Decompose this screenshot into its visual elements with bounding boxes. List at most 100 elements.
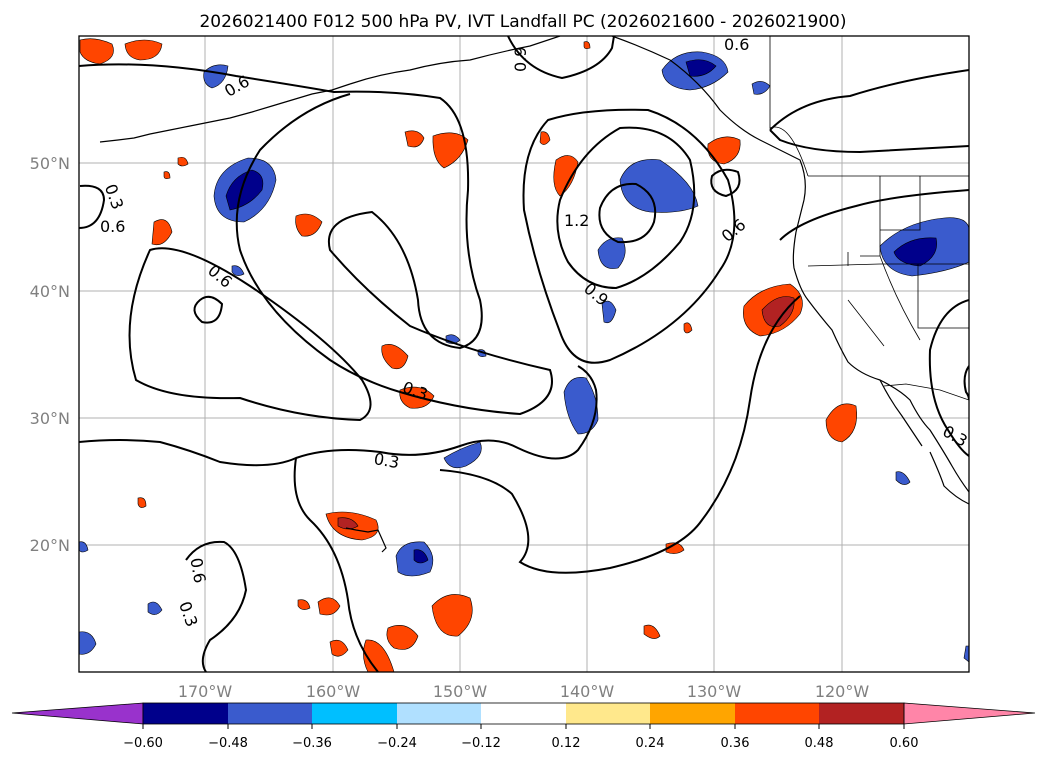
pv-contour [556, 126, 696, 290]
pv-contour [710, 168, 741, 198]
negative-blob [597, 237, 626, 269]
positive-blob-core [337, 517, 359, 530]
positive-blob [79, 38, 114, 65]
pv-contour [79, 63, 553, 416]
pv-contour [507, 36, 615, 80]
negative-blob [147, 601, 163, 615]
positive-blob [825, 403, 857, 443]
colorbar-segment [819, 703, 904, 724]
border-state [847, 252, 885, 347]
map-frame [78, 35, 970, 673]
colorbar-tick-label: 0.12 [552, 736, 581, 751]
colorbar-frame [142, 702, 905, 725]
positive-blob [707, 136, 741, 165]
coastline-aleutians [99, 83, 351, 143]
colorbar-tick-label: −0.48 [208, 736, 248, 751]
positive-blob [683, 322, 693, 334]
positive-blob [124, 39, 163, 61]
lon-tick-label: 170°W [178, 682, 233, 701]
positive-blob [643, 624, 661, 639]
negative-blob [231, 265, 245, 276]
contour-label: 0.6 [100, 217, 125, 236]
colorbar-segment [143, 703, 228, 724]
colorbar-tick-label: 0.60 [890, 736, 919, 751]
colorbar-segment [650, 703, 735, 724]
figure-title: 2026021400 F012 500 hPa PV, IVT Landfall… [199, 12, 846, 32]
colorbar-tick-label: −0.12 [461, 736, 501, 751]
lat-tick-labels: 50°N 40°N 30°N 20°N [30, 154, 70, 555]
positive-blob [317, 597, 341, 616]
coastline-baja [879, 379, 923, 447]
colorbar-tick-label: 0.36 [721, 736, 750, 751]
pv-contour [79, 365, 598, 467]
positive-blob [539, 131, 551, 145]
lon-tick-label: 140°W [560, 682, 615, 701]
negative-blob-core [225, 169, 264, 211]
pv-contour [128, 247, 372, 422]
lat-tick-label: 20°N [30, 536, 70, 555]
lon-tick-label: 120°W [815, 682, 870, 701]
colorbar-tick-label: 0.48 [805, 736, 834, 751]
pv-contour [928, 299, 969, 457]
lon-tick-label: 130°W [687, 682, 742, 701]
lat-tick-label: 30°N [30, 409, 70, 428]
positive-blob [386, 625, 419, 650]
contour-label: 0.6 [724, 35, 749, 54]
lon-tick-label: 150°W [433, 682, 488, 701]
coastline-hawaii [345, 527, 387, 553]
colorbar-tick-label: −0.60 [123, 736, 163, 751]
colorbar-segment [312, 703, 397, 724]
positive-blob [297, 599, 311, 610]
map-background [79, 36, 969, 672]
border-state [807, 176, 969, 341]
positive-blob [432, 132, 469, 169]
positive-blob [151, 219, 173, 246]
negative-blob-core [413, 549, 429, 564]
coastline-alaska-panhandle [611, 36, 806, 201]
pv-contours [79, 36, 969, 672]
lon-tick-label: 160°W [306, 682, 361, 701]
positive-blob [381, 344, 409, 370]
coastline-alaska [349, 36, 561, 85]
negative-blob [563, 377, 599, 435]
border-ak-canada [769, 36, 809, 177]
contour-label: 0.3 [372, 449, 400, 472]
contour-label: 1.2 [564, 211, 589, 230]
positive-blob [404, 130, 425, 148]
colorbar-tick-label: −0.24 [377, 736, 417, 751]
positive-blob [329, 639, 349, 657]
coastline-west-coast [792, 199, 969, 493]
pv-contour [779, 189, 969, 241]
negative-anomaly-shading [79, 51, 969, 663]
pv-contour [293, 457, 379, 672]
positive-blob [583, 41, 591, 49]
border-us-mexico [883, 383, 969, 401]
colorbar-segment [397, 703, 481, 724]
negative-blob-core [685, 59, 717, 77]
negative-blob [79, 541, 89, 553]
positive-blob [137, 497, 147, 508]
pv-contour [79, 184, 106, 229]
colorbar-extend-max [903, 702, 1036, 725]
pv-contour [598, 182, 657, 244]
pv-contour [193, 295, 224, 324]
colorbar: −0.60 −0.48 −0.36 −0.24 −0.12 0.12 0.24 … [11, 702, 1036, 751]
positive-blob-core [761, 296, 795, 327]
negative-blob [79, 631, 97, 655]
contour-label: 0.6 [186, 556, 209, 584]
colorbar-segment [735, 703, 819, 724]
negative-blob [963, 645, 969, 663]
political-borders [769, 36, 969, 401]
colorbar-segment [228, 703, 312, 724]
pv-contour [769, 129, 969, 154]
negative-blob [601, 300, 617, 324]
positive-blob [177, 156, 189, 167]
positive-blob [553, 155, 579, 197]
coastline-mexico [929, 451, 969, 505]
map-panel: 0.6 0.3 0.6 0.9 0.6 1.2 0.9 0.6 0.3 0.3 … [78, 35, 970, 673]
positive-blob [163, 171, 171, 179]
pv-contour [522, 108, 736, 364]
negative-blob [619, 159, 699, 213]
colorbar-ticks [142, 724, 905, 729]
